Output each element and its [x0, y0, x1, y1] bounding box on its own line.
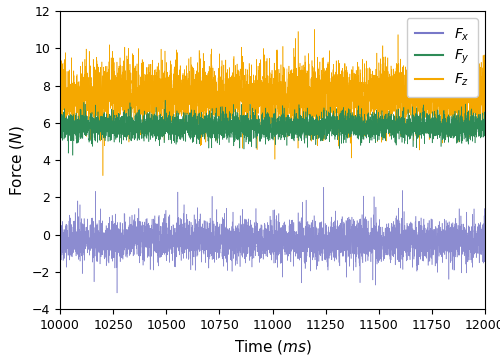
$F_y$ [57, 110, 63, 114]
X-axis label: Time $(ms)$: Time $(ms)$ [234, 338, 312, 356]
$F_z$ [312, 76, 318, 80]
$F_z$ [374, 87, 380, 91]
$F_x$ [312, 240, 318, 244]
$F_y$ [162, 98, 168, 102]
$F_x$ [374, 259, 380, 263]
$F_z$ [427, 25, 433, 29]
$F_x$ [482, 247, 488, 251]
$F_x$ [406, 222, 412, 226]
Line: $F_z$: $F_z$ [60, 27, 485, 176]
$F_y$ [374, 125, 380, 129]
$F_y$ [220, 127, 226, 131]
Line: $F_y$: $F_y$ [60, 100, 485, 155]
$F_z$ [334, 62, 340, 67]
$F_y$ [312, 121, 318, 126]
$F_z$ [134, 103, 140, 108]
Legend: $F_x$, $F_y$, $F_z$: $F_x$, $F_y$, $F_z$ [406, 18, 478, 97]
$F_x$ [320, 185, 326, 189]
$F_y$ [70, 153, 76, 158]
$F_y$ [334, 106, 340, 111]
Y-axis label: Force $(N)$: Force $(N)$ [8, 125, 26, 195]
Line: $F_x$: $F_x$ [60, 187, 485, 293]
$F_x$ [57, 233, 63, 237]
$F_y$ [482, 121, 488, 126]
$F_y$ [406, 122, 412, 126]
$F_z$ [57, 85, 63, 89]
$F_z$ [220, 106, 226, 111]
$F_x$ [134, 216, 140, 220]
$F_x$ [334, 228, 340, 232]
$F_x$ [220, 215, 226, 219]
$F_z$ [100, 174, 106, 178]
$F_x$ [114, 291, 120, 295]
$F_z$ [406, 89, 412, 93]
$F_z$ [482, 90, 488, 94]
$F_y$ [134, 125, 140, 129]
